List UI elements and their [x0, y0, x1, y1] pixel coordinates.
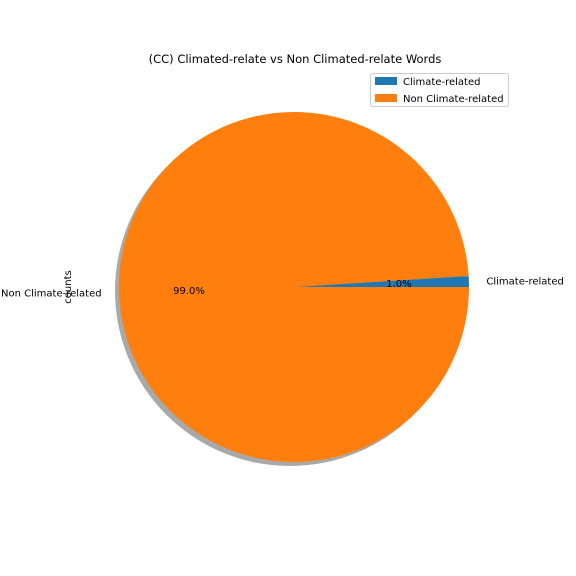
pie-slice-climate-related: [294, 276, 469, 287]
pie-percent-labels: 1.0% 99.0%: [173, 279, 411, 297]
pie-slices: [118, 112, 470, 463]
pie-category-labels: Climate-related Non Climate-related: [1, 276, 564, 299]
legend-swatch-non-climate: [375, 94, 397, 102]
legend-label-climate: Climate-related: [403, 77, 480, 88]
legend-label-non-climate: Non Climate-related: [403, 94, 504, 105]
legend-swatch-climate: [375, 77, 397, 85]
pie-percent-label-climate-related: 1.0%: [386, 279, 411, 290]
pie-category-label-non-climate-related: Non Climate-related: [1, 289, 102, 300]
pie-category-label-climate-related: Climate-related: [486, 276, 563, 287]
y-axis-label: counts: [63, 270, 74, 303]
pie-percent-label-non-climate-related: 99.0%: [173, 286, 205, 297]
legend-frame: [370, 73, 509, 107]
chart-title: (CC) Climated-relate vs Non Climated-rel…: [149, 52, 442, 66]
legend: Climate-related Non Climate-related: [370, 73, 509, 107]
pie-slice-non-climate-related: [118, 112, 470, 463]
